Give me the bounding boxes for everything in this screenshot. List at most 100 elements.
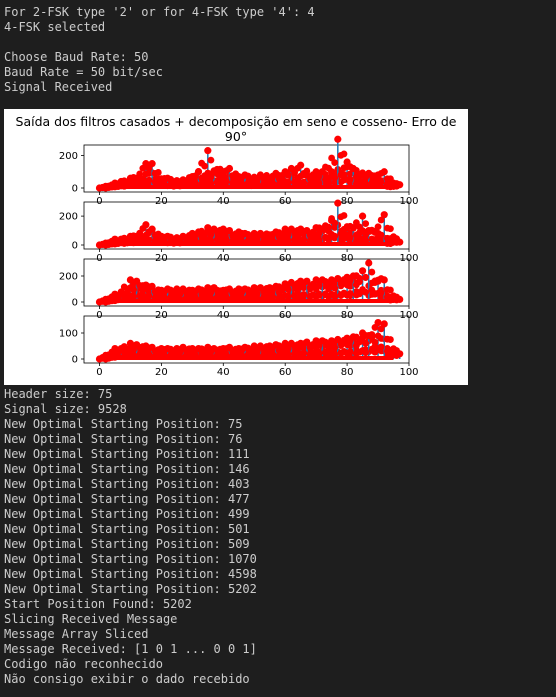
stem-marker [377, 343, 385, 351]
console-line: New Optimal Starting Position: 4598 [4, 567, 257, 581]
stem-marker [331, 344, 339, 351]
stem-marker [238, 173, 246, 181]
stem-marker [284, 172, 292, 179]
stem-marker [201, 162, 209, 170]
x-tick-label: 20 [155, 253, 168, 264]
stem-marker [145, 228, 153, 236]
x-tick-label: 60 [279, 196, 292, 207]
stem-marker [334, 275, 342, 283]
stem-marker [300, 236, 308, 243]
console-line: Signal Received [4, 80, 113, 94]
stem-marker [328, 279, 336, 287]
x-tick-label: 0 [96, 367, 102, 378]
axes-frame [83, 315, 410, 364]
stem-marker [238, 288, 246, 296]
y-tick-label: 0 [72, 355, 78, 366]
stem-marker [331, 293, 339, 300]
stem-marker [358, 212, 367, 220]
subplot-4: 0 20 40 60 80 100 0 100 [59, 315, 419, 378]
stem-marker [325, 164, 332, 172]
stem-marker [315, 341, 323, 349]
x-tick-label: 60 [279, 310, 292, 321]
stem-marker [362, 273, 370, 281]
axes-frame [83, 144, 410, 193]
console-line: Signal size: 9528 [4, 402, 127, 416]
console-line: New Optimal Starting Position: 477 [4, 492, 250, 506]
baseline-band [99, 185, 394, 189]
stem-marker [300, 179, 308, 187]
y-tick-label: 0 [72, 241, 78, 252]
stem-marker [130, 346, 137, 354]
console-line: New Optimal Starting Position: 501 [4, 522, 250, 536]
stem-marker [192, 179, 199, 187]
stem-marker [300, 349, 308, 357]
stem-marker [269, 350, 277, 358]
stem-marker [300, 340, 308, 348]
stem-marker [238, 346, 246, 354]
stem-marker [232, 170, 240, 178]
x-tick-label: 80 [341, 367, 354, 378]
stem-marker [222, 177, 230, 185]
stem-marker [315, 236, 323, 244]
console-line: Message Received: [1 0 1 ... 0 0 1] [4, 642, 257, 656]
stem-marker [377, 178, 385, 186]
stem-marker [284, 285, 292, 293]
stem-marker [269, 293, 277, 301]
x-tick-label: 0 [96, 196, 102, 207]
baseline-band [99, 242, 394, 246]
y-tick-label: 200 [59, 151, 78, 162]
stem-marker [130, 293, 137, 301]
y-tick-label: 200 [59, 212, 78, 223]
x-tick-label: 60 [279, 367, 292, 378]
stem-marker [362, 173, 370, 181]
stem-marker [356, 274, 363, 282]
matplotlib-figure: Saída dos filtros casados + decomposição… [4, 109, 468, 385]
stem-marker [154, 169, 162, 176]
stem-marker [161, 288, 168, 296]
stem-marker [207, 173, 215, 181]
x-tick-label: 0 [96, 253, 102, 264]
stem-marker [362, 349, 370, 357]
stem-marker [377, 231, 385, 239]
console-line: New Optimal Starting Position: 146 [4, 462, 250, 476]
y-tick-label: 100 [59, 329, 78, 340]
stem-marker [192, 287, 199, 295]
x-tick-label: 100 [399, 367, 418, 378]
console-line: New Optimal Starting Position: 76 [4, 432, 243, 446]
stem-marker [145, 236, 153, 244]
stem-marker [331, 159, 339, 167]
stem-marker [393, 239, 401, 246]
stem-marker [142, 170, 150, 178]
stem-marker [362, 339, 370, 347]
stem-marker [325, 223, 332, 231]
stem-marker [331, 219, 339, 227]
x-tick-label: 100 [399, 310, 418, 321]
x-tick-label: 40 [217, 367, 230, 378]
stem-marker [359, 267, 366, 275]
stem-marker [340, 212, 348, 219]
stem-marker [315, 229, 323, 237]
stem-marker [207, 231, 215, 238]
baseline-band [99, 356, 394, 360]
stem-marker [300, 279, 308, 287]
stem-marker [334, 135, 342, 143]
stem-marker [331, 232, 339, 240]
stem-marker [374, 332, 382, 340]
stem-marker [269, 343, 277, 351]
stem-marker [207, 156, 215, 164]
stem-marker [222, 236, 230, 243]
x-tick-label: 40 [217, 196, 230, 207]
x-tick-label: 40 [217, 310, 230, 321]
stem-marker [161, 174, 168, 182]
stem-marker [204, 147, 212, 155]
stem-marker [145, 164, 153, 172]
console-line: New Optimal Starting Position: 403 [4, 477, 250, 491]
stem-marker [346, 234, 354, 241]
stem-marker [387, 286, 394, 294]
stem-marker [222, 167, 230, 175]
stem-marker [346, 348, 354, 356]
stem-marker [362, 220, 370, 228]
x-tick-label: 0 [96, 310, 102, 321]
stem-marker [269, 230, 277, 238]
stem-marker [192, 346, 199, 354]
